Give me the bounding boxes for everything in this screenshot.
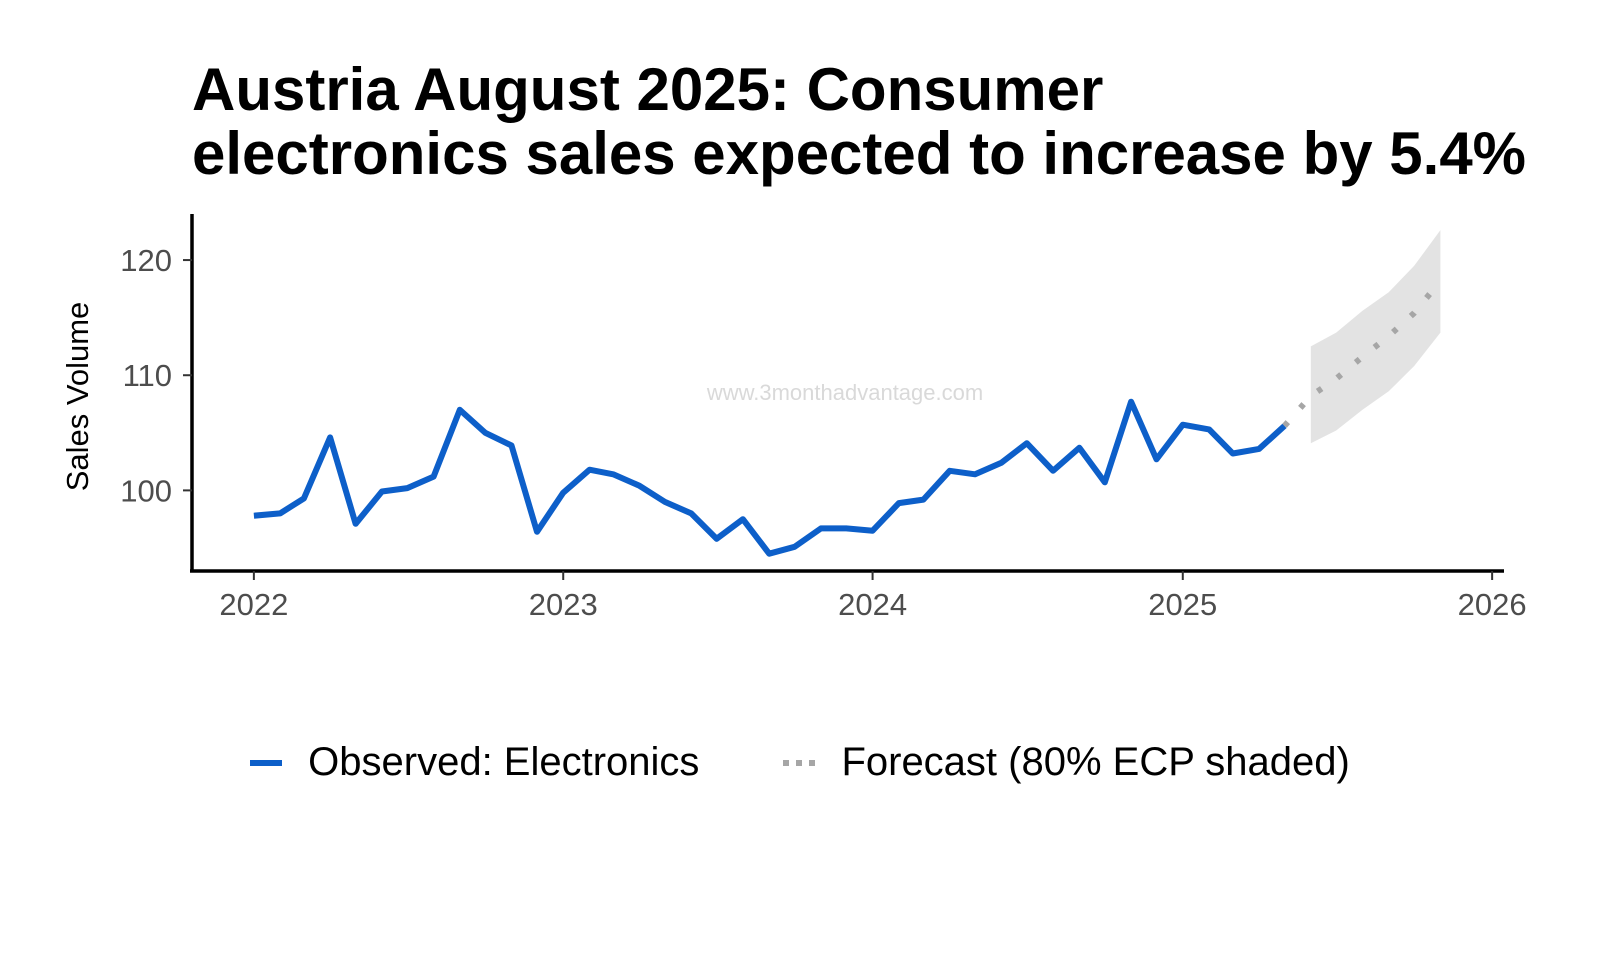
legend-label-observed: Observed: Electronics [308,740,700,784]
observed-series-line [253,398,1287,557]
chart-title-line-1: Austria August 2025: Consumer [192,56,1104,123]
y-axis-title: Sales Volume [60,302,95,492]
y-tick-label: 110 [123,358,172,393]
series-layer [253,278,1443,557]
forecast-series-line [1282,278,1443,428]
y-tick-label: 100 [120,473,172,508]
y-axis: 100 110 120 [120,243,192,508]
x-tick-label: 2025 [1148,587,1217,622]
legend-item-forecast: Forecast (80% ECP shaded) [783,740,1350,785]
chart-title-line-2: electronics sales expected to increase b… [192,120,1527,187]
legend-key-observed [250,753,283,773]
y-tick-label: 120 [120,243,172,278]
watermark: www.3monthadvantage.com [706,380,983,405]
legend-item-observed: Observed: Electronics [250,740,699,785]
legend: Observed: Electronics Forecast (80% ECP … [0,740,1600,785]
x-tick-label: 2022 [219,587,288,622]
x-tick-label: 2026 [1458,587,1527,622]
x-tick-label: 2024 [838,587,907,622]
forecast-band-layer [1310,230,1441,444]
legend-label-forecast: Forecast (80% ECP shaded) [841,740,1350,784]
legend-key-forecast [783,753,816,773]
forecast-interval-band [1310,230,1441,444]
x-axis: 2022 2023 2024 2025 2026 [219,571,1527,622]
x-tick-label: 2023 [529,587,598,622]
chart-title: Austria August 2025: Consumer electronic… [192,58,1592,186]
